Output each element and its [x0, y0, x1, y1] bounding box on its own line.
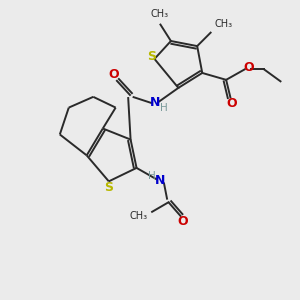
Text: H: H [148, 171, 156, 181]
Text: O: O [243, 61, 254, 74]
Text: N: N [150, 96, 161, 109]
Text: CH₃: CH₃ [151, 9, 169, 19]
Text: O: O [177, 215, 188, 228]
Text: O: O [226, 97, 237, 110]
Text: H: H [160, 103, 168, 113]
Text: CH₃: CH₃ [130, 211, 148, 221]
Text: N: N [155, 174, 166, 187]
Text: CH₃: CH₃ [214, 19, 232, 29]
Text: S: S [104, 182, 113, 194]
Text: O: O [108, 68, 119, 81]
Text: S: S [148, 50, 157, 63]
